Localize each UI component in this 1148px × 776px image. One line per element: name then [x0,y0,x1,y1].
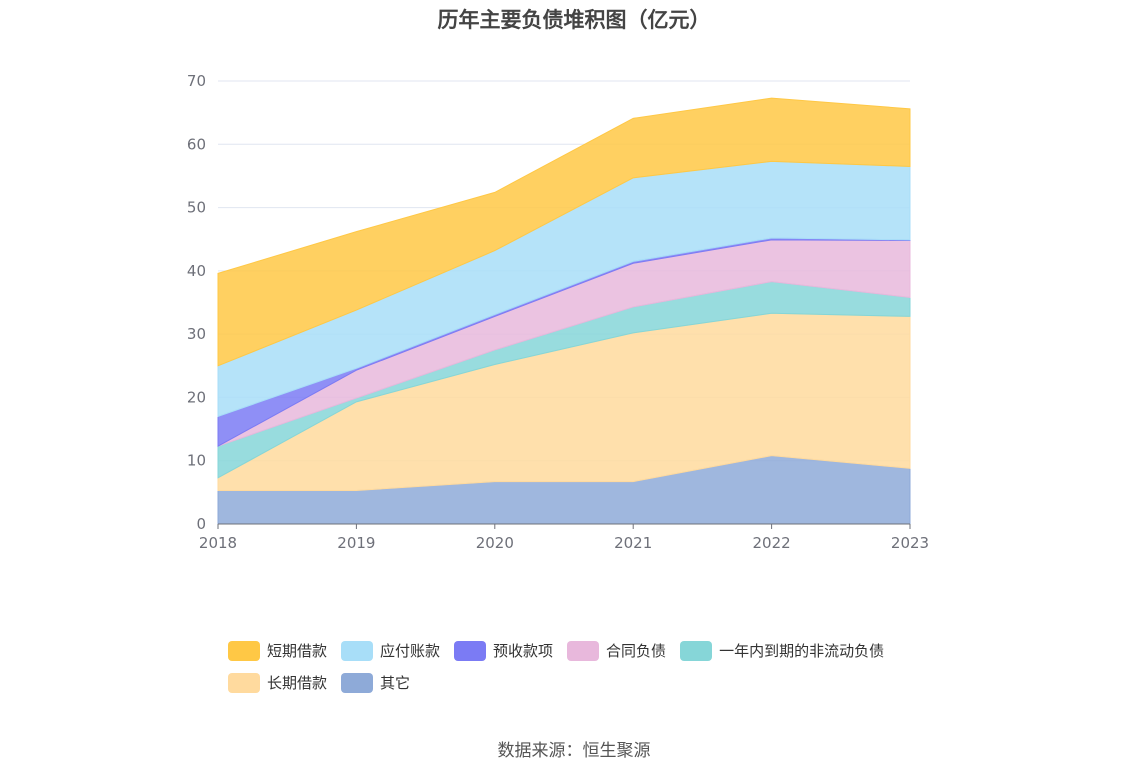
legend: 短期借款 应付账款 预收款项 合同负债 一年内到期的非流动负债长期借款 其它 [228,640,948,693]
x-tick-label: 2021 [614,534,652,552]
x-tick-label: 2023 [891,534,929,552]
chart-title: 历年主要负债堆积图（亿元） [437,8,711,32]
legend-item[interactable]: 预收款项 [454,640,553,661]
legend-label: 长期借款 [267,674,328,692]
y-tick-label: 10 [187,452,206,470]
y-tick-label: 0 [196,515,206,533]
legend-swatch [341,672,374,693]
axes: 0 10 20 30 40 50 60 70 2018 2019 2020 2021 2022 2023 [187,72,929,552]
legend-label: 合同负债 [606,642,667,660]
stacked-area-chart: 0 10 20 30 40 50 60 70 2018 2019 2020 2021 2022 2023 [187,72,929,552]
legend-item[interactable]: 合同负债 [567,640,666,661]
legend-swatch [567,640,600,661]
legend-swatch [341,640,374,661]
legend-item[interactable]: 其它 [341,672,410,693]
x-tick-label: 2018 [199,534,237,552]
legend-item[interactable]: 长期借款 [228,672,327,693]
legend-swatch [228,672,260,693]
area-series [217,97,911,525]
y-tick-label: 70 [187,72,206,90]
y-tick-label: 50 [187,199,206,217]
y-tick-label: 60 [187,135,206,153]
y-tick-label: 30 [187,325,206,343]
area-series-1 [217,97,911,367]
y-tick-label: 20 [187,388,206,406]
legend-label: 其它 [380,674,411,692]
legend-label: 短期借款 [267,642,328,660]
legend-item[interactable]: 应付账款 [341,640,440,661]
legend-label: 应付账款 [380,642,441,660]
x-tick-label: 2019 [337,534,375,552]
x-tick-label: 2022 [753,534,791,552]
x-tick-label: 2020 [476,534,514,552]
legend-label: 一年内到期的非流动负债 [719,642,885,660]
legend-swatch [454,640,487,661]
legend-label: 预收款项 [493,642,554,660]
legend-item[interactable]: 短期借款 [228,640,327,661]
legend-item[interactable]: 一年内到期的非流动负债 [680,640,884,661]
legend-swatch [680,640,713,661]
y-tick-label: 40 [187,262,206,280]
source-note: 数据来源：恒生聚源 [497,741,651,761]
legend-swatch [228,640,260,661]
